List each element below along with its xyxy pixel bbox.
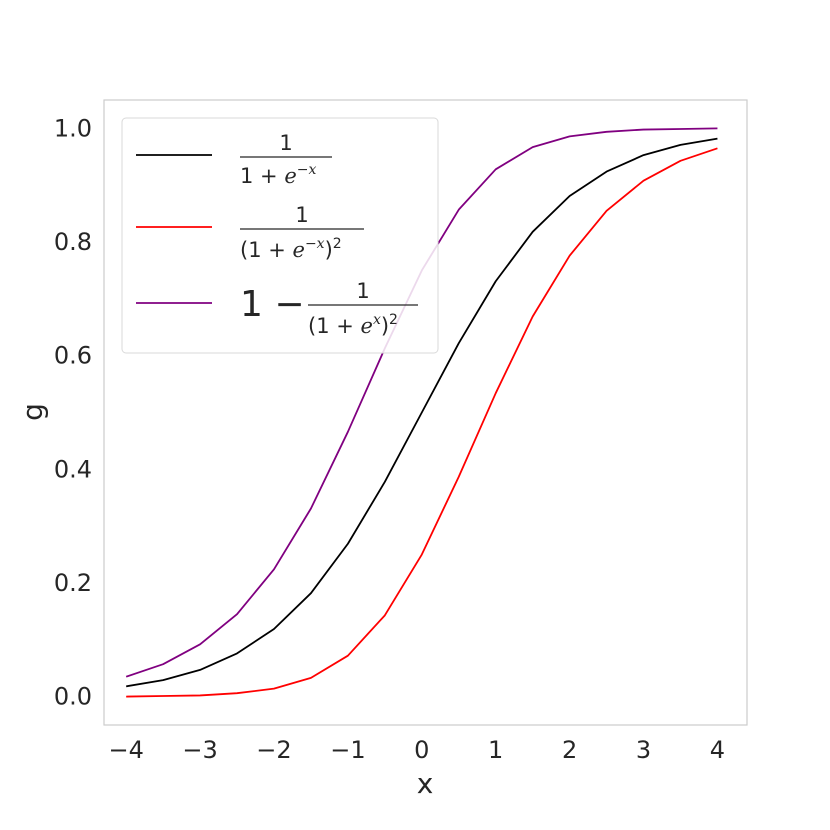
- svg-text:1: 1: [279, 131, 292, 155]
- series-line-sigmoid: [126, 137, 718, 688]
- x-tick-label: 4: [710, 736, 725, 764]
- x-axis-label: x: [417, 767, 434, 800]
- x-tick-label: −1: [330, 736, 365, 764]
- x-tick-label: 3: [636, 736, 651, 764]
- svg-text:(1 + e−x)2: (1 + e−x)2: [240, 236, 342, 262]
- x-tick-label: 0: [414, 736, 429, 764]
- legend-label-sigmoid-squared: 1 (1 + e−x)2: [240, 203, 364, 262]
- y-tick-label: 0.2: [54, 569, 92, 597]
- svg-text:1: 1: [295, 203, 308, 227]
- y-tick-label: 0.8: [54, 228, 92, 256]
- svg-text:(1 + ex)2: (1 + ex)2: [308, 312, 398, 338]
- y-tick-label: 0.6: [54, 342, 92, 370]
- legend-label-sigmoid: 1 1 + e−x: [240, 131, 332, 188]
- legend-box: [121, 117, 439, 354]
- x-tick-label: 2: [562, 736, 577, 764]
- svg-text:1 −: 1 −: [240, 284, 305, 325]
- svg-text:1: 1: [356, 279, 369, 303]
- x-tick-label: −4: [109, 736, 144, 764]
- x-tick-labels: −4 −3 −2 −1 0 1 2 3 4: [109, 736, 726, 764]
- y-axis-label: g: [16, 403, 49, 421]
- x-tick-label: 1: [488, 736, 503, 764]
- y-tick-label: 0.4: [54, 455, 92, 483]
- legend: 1 1 + e−x 1 (1 + e−x)2 1 − 1 (1 + ex)2: [121, 117, 439, 354]
- y-tick-labels: 0.0 0.2 0.4 0.6 0.8 1.0: [54, 114, 92, 710]
- x-tick-label: −3: [182, 736, 217, 764]
- series-line-sigmoid-squared: [126, 147, 718, 698]
- legend-label-one-minus: 1 − 1 (1 + ex)2: [240, 279, 418, 338]
- y-tick-label: 1.0: [54, 114, 92, 142]
- svg-text:1 + e−x: 1 + e−x: [240, 162, 316, 188]
- x-tick-label: −2: [256, 736, 291, 764]
- y-tick-label: 0.0: [54, 683, 92, 711]
